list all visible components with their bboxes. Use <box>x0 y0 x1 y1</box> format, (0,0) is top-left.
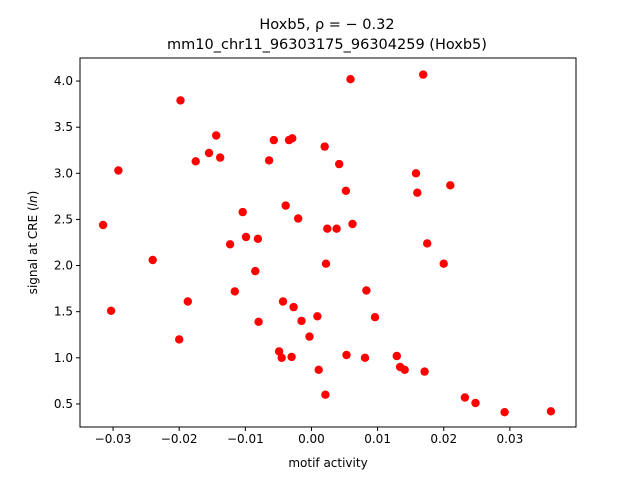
data-point-58 <box>500 408 509 417</box>
x-tick-label: 0.01 <box>364 432 391 446</box>
data-point-31 <box>313 312 322 321</box>
y-axis-label-text: signal at CRE ( <box>26 206 40 294</box>
data-point-44 <box>362 286 371 295</box>
data-point-29 <box>297 316 306 326</box>
data-point-35 <box>321 259 331 268</box>
y-tick-label: 0.5 <box>54 397 73 411</box>
y-axis-label-unit: ln <box>26 195 40 206</box>
data-point-13 <box>238 207 247 217</box>
x-tick-label: −0.03 <box>95 432 132 446</box>
data-point-32 <box>314 365 323 374</box>
y-tick-label: 1.5 <box>54 305 73 319</box>
data-point-37 <box>332 224 341 233</box>
data-point-36 <box>323 224 332 233</box>
data-point-5 <box>176 96 185 105</box>
x-axis: −0.03 −0.02 −0.01 0.00 0.01 0.02 0.03 <box>95 427 524 446</box>
y-tick-label: 3.5 <box>54 120 73 134</box>
data-point-27 <box>289 302 298 312</box>
data-point-34 <box>321 390 330 399</box>
data-point-43 <box>360 353 370 362</box>
data-point-56 <box>460 393 470 402</box>
data-point-55 <box>446 181 455 190</box>
data-point-33 <box>320 142 329 151</box>
data-point-40 <box>342 350 351 360</box>
y-axis-label-close: ) <box>26 191 40 196</box>
data-point-12 <box>230 287 239 296</box>
data-point-48 <box>400 365 409 374</box>
data-point-23 <box>281 201 290 210</box>
y-tick-label: 3.0 <box>54 166 73 180</box>
data-points <box>98 70 556 417</box>
data-point-26 <box>287 352 296 362</box>
data-point-9 <box>212 131 221 140</box>
data-point-46 <box>392 351 401 361</box>
data-point-14 <box>241 232 251 242</box>
data-point-25 <box>288 134 297 143</box>
data-point-54 <box>439 259 448 268</box>
data-point-1 <box>106 306 116 315</box>
data-point-42 <box>348 219 357 229</box>
data-point-0 <box>98 220 108 230</box>
data-point-2 <box>114 166 123 175</box>
data-point-22 <box>278 297 288 306</box>
plot-frame <box>79 57 577 428</box>
x-tick-label: 0.02 <box>430 432 457 446</box>
data-point-8 <box>204 148 214 158</box>
data-point-57 <box>471 398 480 408</box>
data-point-16 <box>253 234 263 243</box>
data-point-19 <box>269 135 278 145</box>
data-point-3 <box>148 255 157 265</box>
y-axis-label: signal at CRE (ln) <box>26 191 40 295</box>
data-point-30 <box>305 332 314 341</box>
data-point-18 <box>264 156 274 165</box>
x-tick-label: −0.02 <box>161 432 198 446</box>
data-point-4 <box>175 335 184 344</box>
data-point-11 <box>225 240 235 249</box>
data-point-28 <box>294 214 303 223</box>
data-point-20 <box>274 347 284 356</box>
data-point-21 <box>277 353 286 362</box>
x-tick-label: 0.03 <box>497 432 524 446</box>
data-point-38 <box>335 159 344 169</box>
data-point-7 <box>191 157 200 166</box>
data-point-49 <box>411 169 421 178</box>
x-tick-label: 0.00 <box>298 432 325 446</box>
data-point-15 <box>251 266 260 276</box>
chart-title: Hoxb5, ρ = − 0.32 <box>259 17 394 33</box>
data-point-51 <box>419 70 428 79</box>
data-point-17 <box>254 317 263 326</box>
data-point-50 <box>413 188 422 197</box>
x-axis-label: motif activity <box>288 456 367 470</box>
y-tick-label: 4.0 <box>54 74 73 88</box>
data-point-6 <box>183 297 192 306</box>
data-point-53 <box>423 239 432 248</box>
x-tick-label: −0.01 <box>227 432 264 446</box>
data-point-59 <box>546 407 556 416</box>
data-point-45 <box>370 313 380 322</box>
data-point-41 <box>346 75 355 84</box>
data-point-52 <box>420 367 429 376</box>
y-tick-label: 2.5 <box>54 212 73 226</box>
chart-subtitle: mm10_chr11_96303175_96304259 (Hoxb5) <box>167 37 487 53</box>
y-axis: 0.5 1.0 1.5 2.0 2.5 3.0 3.5 4.0 <box>54 74 80 411</box>
y-tick-label: 2.0 <box>54 259 73 273</box>
y-tick-label: 1.0 <box>54 351 73 365</box>
data-point-10 <box>216 153 225 162</box>
data-point-39 <box>341 186 351 195</box>
